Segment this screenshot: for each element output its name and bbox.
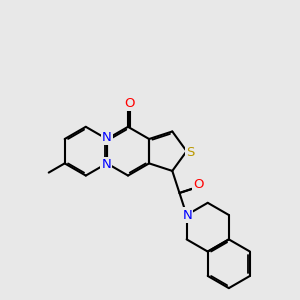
Text: N: N — [182, 208, 192, 221]
Text: O: O — [124, 97, 134, 110]
Text: O: O — [193, 178, 204, 191]
Text: N: N — [101, 158, 111, 171]
Text: N: N — [102, 131, 112, 144]
Text: S: S — [186, 146, 194, 159]
